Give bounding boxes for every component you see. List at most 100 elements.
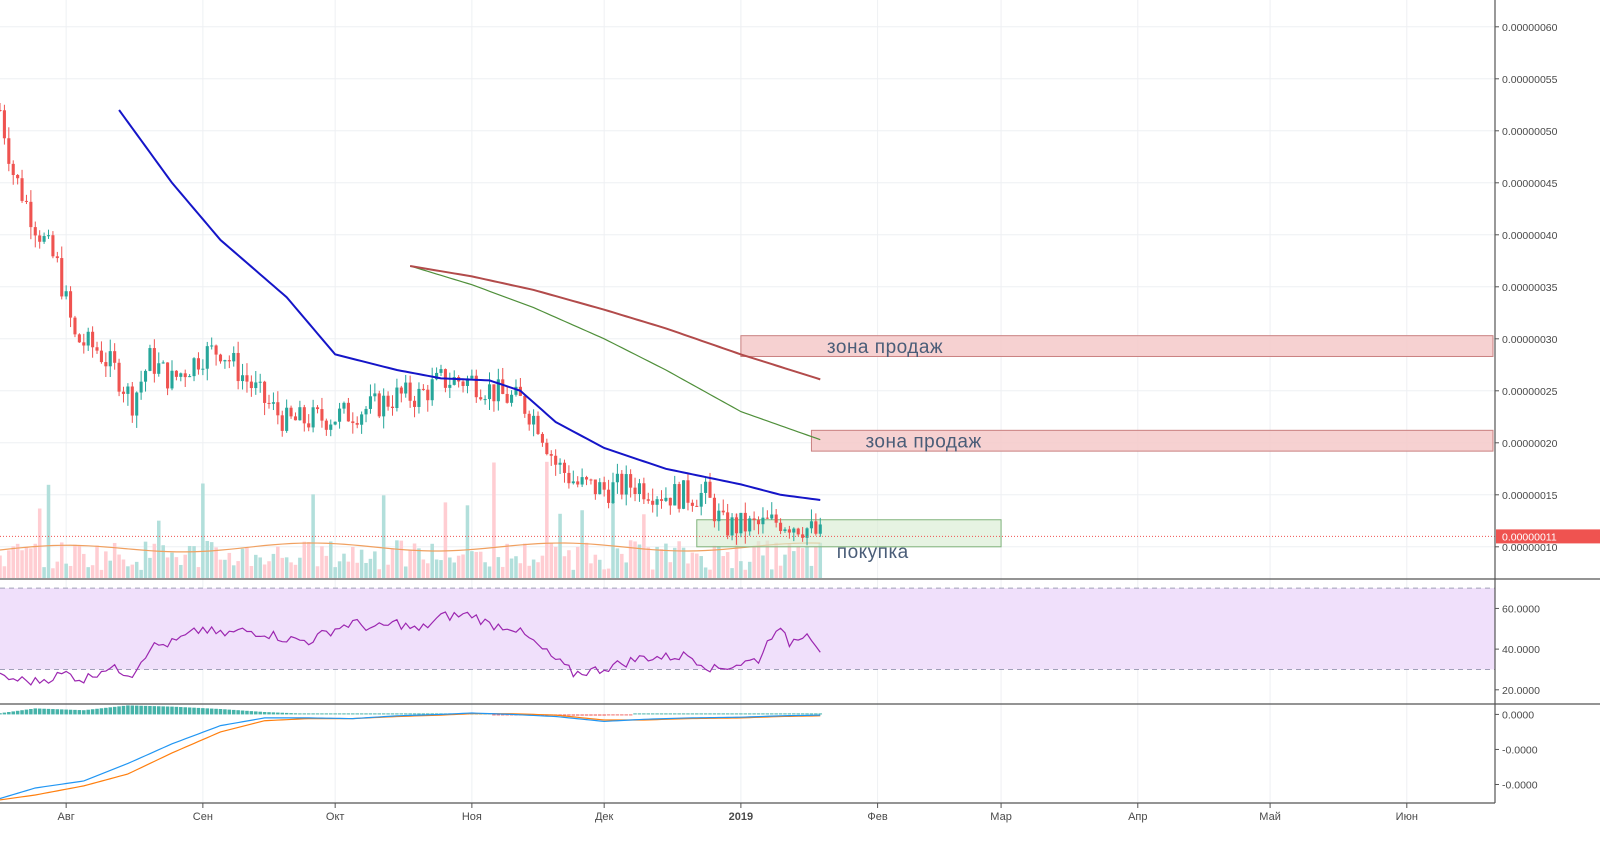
sell-zone-label-0: зона продаж [827,337,943,358]
price-tick-label: 0.00000050 [1502,126,1558,138]
macd-histogram-bar [686,713,690,715]
macd-histogram-bar [765,713,770,715]
macd-histogram-bar [580,714,584,716]
volume-bar [156,520,161,578]
macd-histogram-bar [778,713,783,715]
volume-bar [531,559,536,578]
volume-bar [174,557,179,578]
time-tick-label: Ноя [462,811,482,823]
macd-histogram-bar [417,713,421,715]
macd-histogram-bar [218,709,223,715]
candle-body [562,462,567,473]
candle-body [324,420,328,430]
sell-zone-0[interactable] [740,335,1494,357]
candle-body [24,200,29,202]
candle-body [386,395,390,407]
macd-histogram-bar [575,714,580,716]
macd-histogram-bar [809,713,814,715]
candle-body [492,384,496,402]
volume-bar [562,556,567,578]
macd-histogram-bar [584,714,589,716]
volume-bar [465,505,470,578]
candle-body [161,362,165,364]
macd-histogram-bar [143,705,148,715]
macd-histogram-bar [126,705,130,715]
volume-bar [161,545,165,578]
volume-bar [236,561,240,578]
volume-bar [765,540,770,578]
macd-histogram-bar [390,713,395,715]
macd-histogram-bar [73,709,77,715]
candle-body [205,346,209,369]
time-tick-label: Май [1259,811,1281,823]
macd-histogram-bar [787,713,792,715]
macd-histogram-bar [430,713,434,715]
volume-bar [355,562,359,578]
macd-histogram-bar [11,711,15,715]
volume-bar [399,540,404,578]
macd-histogram-bar [408,713,412,715]
macd-histogram-bar [412,713,417,715]
candle-body [263,381,267,403]
macd-histogram-bar [82,710,86,715]
macd-tick-label: -0.0000 [1502,779,1538,791]
macd-histogram-bar [602,714,606,716]
macd-histogram-bar [659,713,664,715]
volume-bar [249,565,254,578]
candle-body [280,415,284,431]
time-tick-label: Окт [326,811,345,823]
volume-bar [320,546,324,578]
macd-histogram-bar [364,713,368,715]
candle-body [589,479,593,481]
candle-body [730,517,734,536]
volume-bar [73,544,77,578]
candle-body [276,402,280,416]
candle-body [584,477,589,480]
volume-bar [712,545,717,578]
macd-signal-line [0,713,821,801]
macd-histogram-bar [134,705,139,715]
macd-histogram-bar [183,707,187,715]
volume-bar [59,542,64,578]
sell-zone-1[interactable] [810,429,1494,452]
macd-histogram-bar [37,708,42,715]
candle-body [271,402,275,404]
candle-body [113,351,117,363]
volume-bar [523,543,527,578]
volume-bar [121,559,126,578]
macd-histogram-bar [351,713,355,715]
volume-bar [289,562,293,578]
candle-body [690,502,694,506]
macd-histogram-bar [231,709,236,715]
macd-histogram-bar [7,712,11,715]
candlesticks [0,103,822,546]
price-tick-label: 0.00000040 [1502,230,1558,242]
candle-body [218,354,223,362]
macd-histogram-bar [492,714,496,716]
macd-histogram-bar [2,712,7,715]
buy-zone[interactable] [696,519,1002,548]
volume-bar [752,545,756,578]
volume-bar [134,561,139,578]
candle-body [677,484,681,509]
macd-histogram-bar [712,713,717,715]
macd-histogram-bar [254,711,258,715]
macd-histogram-bar [29,709,33,715]
volume-bar [708,569,712,578]
macd-histogram-bar [730,713,734,715]
macd-histogram-bar [293,713,298,715]
volume-bar [509,558,514,578]
macd-histogram-bar [55,709,60,715]
volume-bar [695,553,699,578]
time-tick-label: Авг [58,811,75,823]
macd-histogram-bar [271,712,276,715]
candle-body [148,348,152,371]
candle-body [355,423,359,425]
candle-body [668,497,672,506]
candle-body [377,393,381,417]
macd-histogram-bar [598,714,602,716]
candle-body [46,235,51,237]
volume-bar [809,565,814,578]
